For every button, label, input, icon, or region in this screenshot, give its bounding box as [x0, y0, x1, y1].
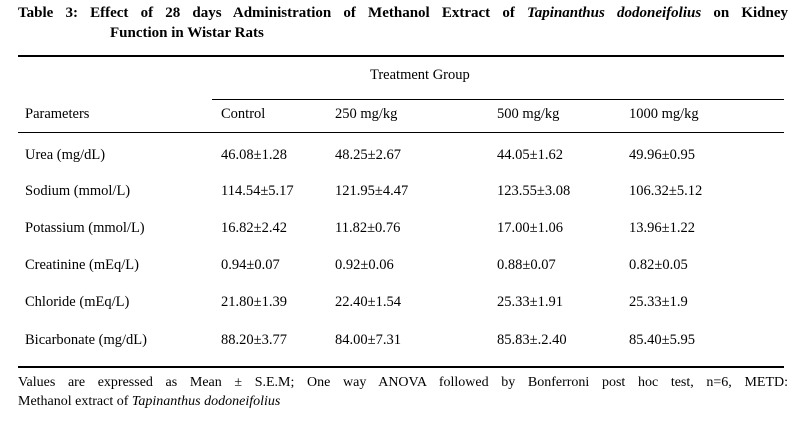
- row-label: Bicarbonate (mg/dL): [25, 332, 147, 348]
- caption-line-1: Table 3: Effect of 28 days Administratio…: [18, 5, 789, 21]
- row-label: Creatinine (mEq/L): [25, 257, 139, 273]
- column-header-250-mg-kg: 250 mg/kg: [335, 106, 398, 122]
- table-cell: 48.25±2.67: [335, 147, 401, 163]
- row-label: Chloride (mEq/L): [25, 294, 130, 310]
- row-label: Potassium (mmol/L): [25, 220, 145, 236]
- table-cell: 84.00±7.31: [335, 332, 401, 348]
- table-cell: 0.82±0.05: [629, 257, 688, 273]
- table-cell: 17.00±1.06: [497, 220, 563, 236]
- table-cell: 0.94±0.07: [221, 257, 280, 273]
- footnote-line-1: Values are expressed as Mean ± S.E.M; On…: [18, 375, 788, 390]
- table-cell: 85.83±.2.40: [497, 332, 567, 348]
- caption-species-name: Tapinanthus dodoneifolius: [527, 5, 702, 21]
- column-header-control: Control: [221, 106, 266, 122]
- column-header-500-mg-kg: 500 mg/kg: [497, 106, 560, 122]
- column-header-1000-mg-kg: 1000 mg/kg: [629, 106, 699, 122]
- column-header-parameters: Parameters: [25, 106, 90, 122]
- table-cell: 16.82±2.42: [221, 220, 287, 236]
- table-cell: 13.96±1.22: [629, 220, 695, 236]
- table-cell: 25.33±1.9: [629, 294, 688, 310]
- table-cell: 121.95±4.47: [335, 183, 409, 199]
- table-cell: 114.54±5.17: [221, 183, 294, 199]
- table-cell: 88.20±3.77: [221, 332, 287, 348]
- table-cell: 123.55±3.08: [497, 183, 571, 199]
- table-cell: 44.05±1.62: [497, 147, 563, 163]
- table-footnote: Values are expressed as Mean ± S.E.M; On…: [18, 373, 788, 411]
- table-top-rule: [18, 55, 784, 57]
- table-cell: 49.96±0.95: [629, 147, 695, 163]
- table-cell: 0.92±0.06: [335, 257, 394, 273]
- table-cell: 21.80±1.39: [221, 294, 287, 310]
- table-caption: Table 3: Effect of 28 days Administratio…: [18, 3, 788, 43]
- table-cell: 25.33±1.91: [497, 294, 563, 310]
- footnote-species-name: Tapinanthus dodoneifolius: [131, 394, 281, 409]
- table-cell: 46.08±1.28: [221, 147, 287, 163]
- table-cell: 106.32±5.12: [629, 183, 703, 199]
- caption-line-2: Function in Wistar Rats: [110, 25, 264, 41]
- table-cell: 0.88±0.07: [497, 257, 556, 273]
- header-bottom-rule: [18, 132, 784, 133]
- table-cell: 85.40±5.95: [629, 332, 695, 348]
- row-label: Urea (mg/dL): [25, 147, 106, 163]
- table-bottom-rule: [18, 366, 784, 368]
- footnote-line-2: Methanol extract of Tapinanthus dodoneif…: [18, 394, 281, 409]
- table-cell: 22.40±1.54: [335, 294, 401, 310]
- treatment-group-rule: [212, 99, 784, 100]
- treatment-group-header: Treatment Group: [370, 67, 470, 83]
- table-cell: 11.82±0.76: [335, 220, 401, 236]
- row-label: Sodium (mmol/L): [25, 183, 131, 199]
